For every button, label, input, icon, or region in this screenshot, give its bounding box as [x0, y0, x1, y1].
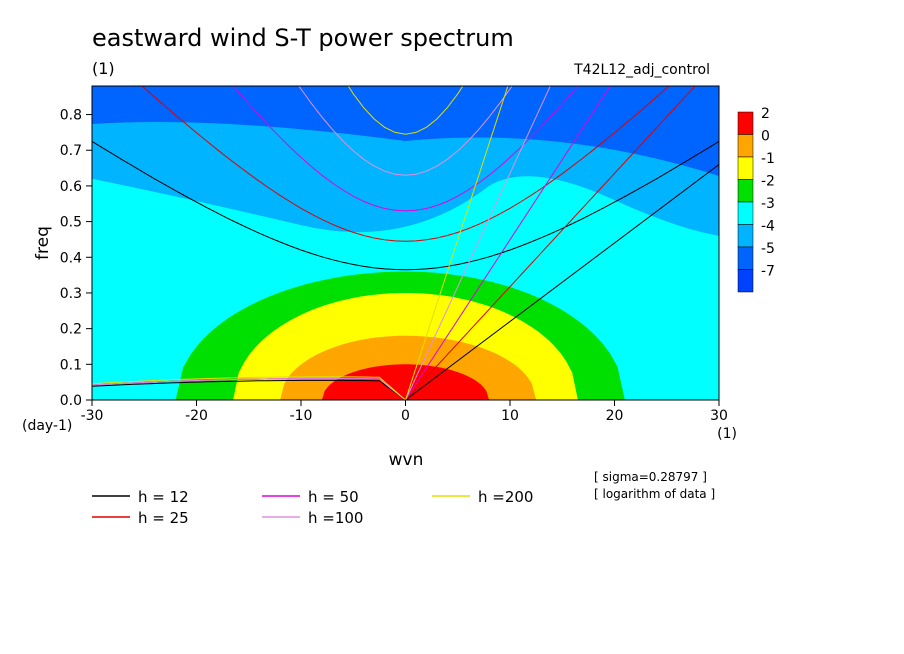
dispersion-curves	[92, 86, 719, 400]
x-tick-label: -30	[81, 408, 104, 424]
color-bar-label: -2	[761, 174, 775, 190]
inertia-gravity-curve-0	[92, 140, 719, 271]
rossby-curve-4	[92, 376, 406, 400]
color-bar-swatch	[737, 224, 754, 248]
color-bar-swatch	[737, 269, 754, 293]
x-axis-ticks: -30 -20 -10 0 10 20 30	[81, 400, 728, 424]
y-axis-label: freq	[33, 226, 53, 260]
x-tick-label: 20	[606, 408, 624, 424]
inertia-gravity-curve-2	[232, 86, 579, 212]
kelvin-curve-4	[405, 86, 509, 400]
color-bar-label: 2	[761, 106, 770, 122]
kelvin-curve-1	[405, 86, 696, 400]
logarithm-note: [ logarithm of data ]	[594, 487, 715, 501]
chart-title: eastward wind S-T power spectrum	[92, 24, 514, 52]
color-bar: 2 0 -1 -2 -3 -4 -5 -7	[737, 106, 775, 293]
y-axis-ticks: 0.0 0.1 0.2 0.3 0.4 0.5 0.6 0.7 0.8	[60, 108, 92, 409]
color-bar-label: -5	[761, 241, 775, 257]
legend-label: h = 12	[138, 488, 189, 506]
x-tick-label: -10	[290, 408, 313, 424]
legend: h = 12 h = 25 h = 50 h =100 h =200	[92, 488, 533, 527]
inertia-gravity-curve-1	[141, 86, 670, 242]
color-bar-swatch	[737, 201, 754, 225]
x-axis-label: wvn	[389, 450, 424, 470]
y-tick-label: 0.3	[60, 286, 82, 302]
kelvin-curve-0	[405, 164, 719, 400]
contour-fill-top	[92, 86, 719, 176]
y-tick-label: 0.6	[60, 179, 82, 195]
sigma-note: [ sigma=0.28797 ]	[594, 470, 707, 484]
y-tick-label: 0.2	[60, 322, 82, 338]
color-bar-label: -4	[761, 219, 775, 235]
run-label: T42L12_adj_control	[573, 62, 710, 78]
y-tick-label: 0.4	[60, 250, 82, 266]
legend-label: h =100	[308, 509, 363, 527]
inertia-gravity-curve-4	[347, 86, 464, 135]
color-bar-swatch	[737, 179, 754, 203]
y-tick-label: 0.7	[60, 143, 82, 159]
color-bar-label: -7	[761, 264, 775, 280]
y-tick-label: 0.0	[60, 393, 82, 409]
color-bar-label: -3	[761, 196, 775, 212]
x-axis-unit: (1)	[717, 426, 737, 442]
x-tick-label: -20	[185, 408, 208, 424]
plot-area	[92, 86, 719, 400]
contour-fill-4	[321, 364, 490, 400]
color-bar-swatch	[737, 246, 754, 270]
y-tick-label: 0.8	[60, 108, 82, 124]
chart-subtitle: (1)	[92, 59, 115, 78]
color-bar-swatch	[737, 134, 754, 158]
color-bar-swatch	[737, 111, 754, 135]
y-axis-unit: (day-1)	[22, 418, 72, 434]
rossby-curve-0	[92, 379, 406, 400]
color-bar-label: -1	[761, 151, 775, 167]
color-bar-label: 0	[761, 129, 770, 145]
x-tick-label: 30	[710, 408, 728, 424]
x-tick-label: 0	[401, 408, 410, 424]
contour-fills	[92, 86, 719, 400]
y-tick-label: 0.5	[60, 215, 82, 231]
rossby-curve-3	[92, 378, 406, 400]
legend-label: h = 25	[138, 509, 189, 527]
legend-label: h =200	[478, 488, 533, 506]
y-tick-label: 0.1	[60, 357, 82, 373]
kelvin-curve-3	[405, 86, 551, 400]
x-tick-label: 10	[501, 408, 519, 424]
inertia-gravity-curve-3	[298, 86, 513, 176]
kelvin-curve-2	[405, 86, 611, 400]
legend-label: h = 50	[308, 488, 359, 506]
color-bar-swatch	[737, 156, 754, 180]
